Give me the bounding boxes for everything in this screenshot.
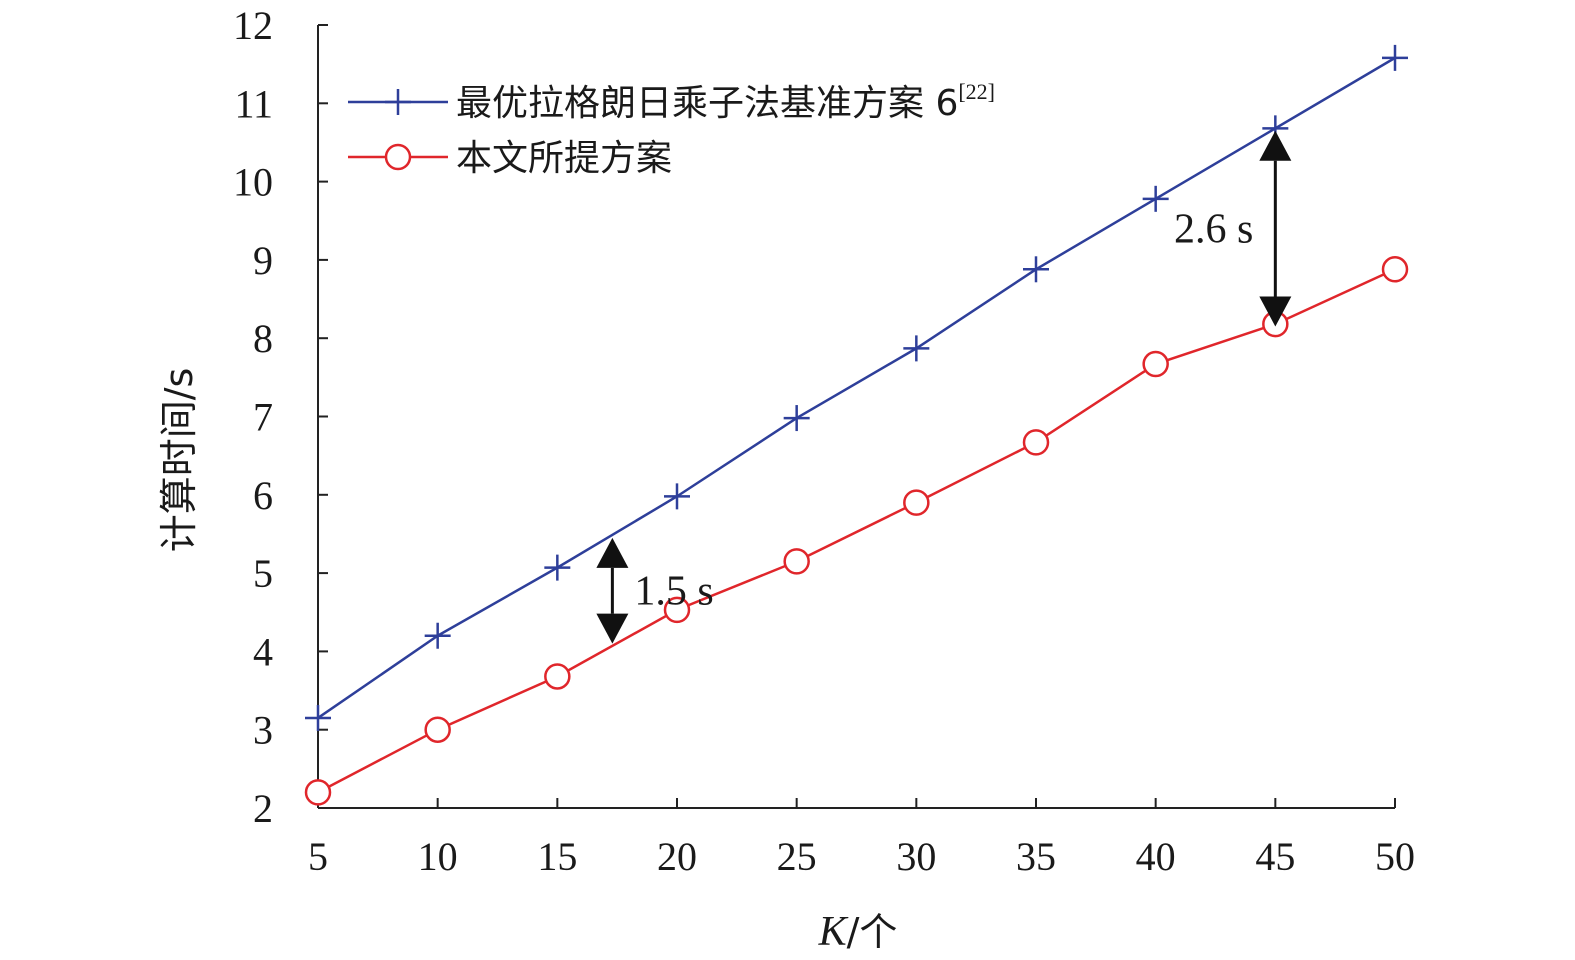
x-tick-label: 10 bbox=[418, 834, 458, 879]
x-tick-label: 40 bbox=[1136, 834, 1176, 879]
x-axis-variable: K bbox=[818, 909, 849, 955]
y-tick-label: 7 bbox=[253, 395, 273, 440]
x-axis-title: K/个 bbox=[818, 909, 898, 955]
x-tick-label: 15 bbox=[537, 834, 577, 879]
x-tick-label: 50 bbox=[1375, 834, 1415, 879]
x-axis-unit: /个 bbox=[847, 910, 898, 954]
gap-label: 1.5 s bbox=[634, 569, 713, 615]
data-point-circle bbox=[424, 716, 451, 743]
y-tick-label: 6 bbox=[253, 473, 273, 518]
series-line bbox=[317, 56, 1396, 719]
legend: 最优拉格朗日乘子法基准方案 6[22] 本文所提方案 bbox=[348, 79, 995, 179]
y-tick-label: 9 bbox=[253, 238, 273, 283]
gap-annotation-1: 1.5 s bbox=[596, 537, 714, 644]
y-tick-label: 10 bbox=[233, 160, 273, 205]
y-tick-label: 11 bbox=[234, 81, 273, 126]
legend-reference: [22] bbox=[958, 79, 995, 104]
legend-item-2: 本文所提方案 bbox=[348, 138, 672, 179]
data-point-circle bbox=[663, 596, 691, 624]
data-point-circle bbox=[1381, 256, 1409, 283]
data-point-circle bbox=[783, 548, 810, 575]
data-point-plus bbox=[664, 483, 690, 510]
y-tick-label: 8 bbox=[253, 316, 273, 361]
y-tick-label: 3 bbox=[253, 708, 273, 753]
arrow-head-up bbox=[596, 537, 629, 568]
gap-label: 2.6 s bbox=[1174, 207, 1253, 253]
data-point-plus bbox=[424, 622, 451, 649]
data-point-plus bbox=[305, 704, 331, 731]
gap-annotation-2: 2.6 s bbox=[1174, 130, 1292, 327]
x-tick-label: 35 bbox=[1016, 834, 1056, 879]
legend-item-1: 最优拉格朗日乘子法基准方案 6[22] bbox=[348, 79, 995, 124]
y-tick-label: 2 bbox=[253, 786, 273, 831]
data-point-plus bbox=[544, 554, 571, 581]
series-2 bbox=[304, 256, 1409, 806]
y-tick-label: 12 bbox=[233, 3, 273, 48]
data-point-circle bbox=[903, 489, 930, 516]
series-layer bbox=[304, 44, 1409, 806]
legend-label: 本文所提方案 bbox=[456, 138, 672, 179]
y-axis-title: 计算时间/s bbox=[157, 368, 201, 553]
data-point-plus bbox=[1382, 44, 1408, 71]
series-1 bbox=[305, 44, 1408, 731]
data-point-circle bbox=[1022, 429, 1050, 456]
x-tick-label: 30 bbox=[896, 834, 936, 879]
arrow-head-down bbox=[1259, 296, 1292, 327]
legend-label: 最优拉格朗日乘子法基准方案 6[22] bbox=[456, 79, 995, 124]
arrow-head-up bbox=[1259, 130, 1292, 161]
series-line bbox=[317, 268, 1396, 794]
x-tick-label: 5 bbox=[308, 834, 328, 879]
data-point-circle bbox=[304, 779, 332, 806]
data-point-plus bbox=[1142, 185, 1169, 212]
legend-marker-circle bbox=[384, 143, 412, 171]
y-tick-label: 4 bbox=[253, 629, 273, 674]
y-tick-label: 5 bbox=[253, 551, 273, 596]
x-tick-label: 45 bbox=[1255, 834, 1295, 879]
data-point-plus bbox=[1023, 256, 1049, 283]
data-point-circle bbox=[1142, 350, 1169, 378]
data-point-plus bbox=[903, 335, 930, 362]
data-point-circle bbox=[544, 663, 571, 690]
x-tick-label: 25 bbox=[777, 834, 817, 879]
x-tick-label: 20 bbox=[657, 834, 697, 879]
arrow-head-down bbox=[596, 613, 629, 644]
annotations: 1.5 s 2.6 s bbox=[596, 130, 1292, 644]
data-point-plus bbox=[783, 405, 810, 432]
